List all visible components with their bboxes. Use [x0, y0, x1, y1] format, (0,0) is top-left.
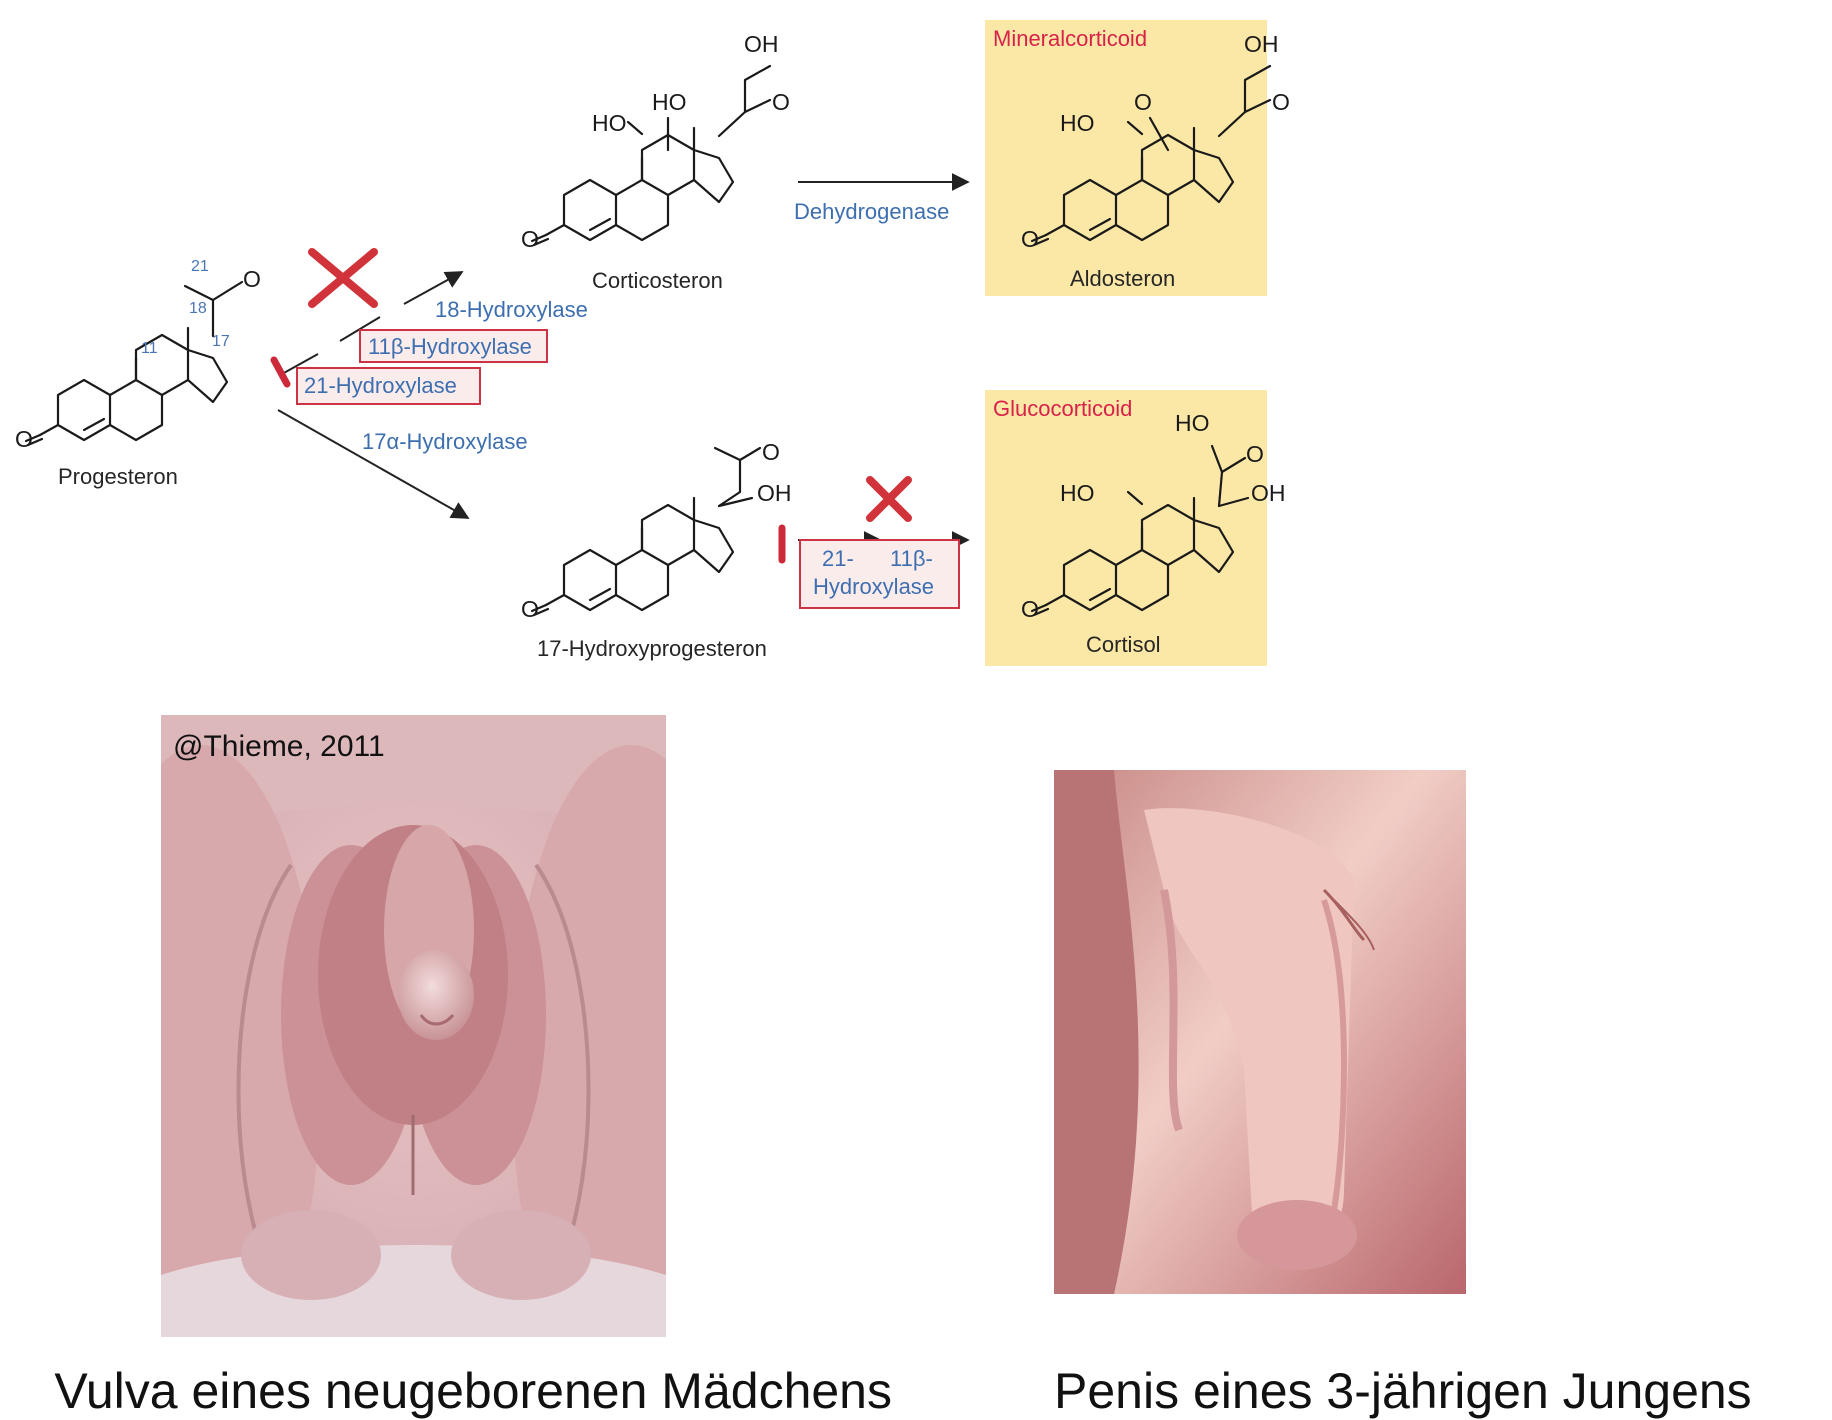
cortisol-ho-top-atom: HO [1175, 410, 1210, 436]
box-hydroxylase-label: Hydroxylase [813, 574, 934, 599]
hydroxylase-11b-box [359, 329, 548, 363]
hydroxylase-17a-label: 17α-Hydroxylase [362, 429, 528, 454]
block-cross-mineralocorticoid [308, 248, 378, 308]
steroid-pathway-diagram: O O 21 18 11 17 Progesteron HO HO OH O O… [15, 20, 1290, 666]
corticosterone-ring-o-atom: O [521, 226, 539, 252]
carbon-label-17: 17 [212, 333, 230, 350]
hydroxylase-11b-label: 11β-Hydroxylase [368, 334, 532, 359]
corticosterone-ho-18-atom: HO [652, 89, 687, 115]
glucocorticoid-box [985, 390, 1267, 666]
box-21-label: 21- [822, 546, 854, 571]
cortisol-structure: HO O HO OH O Glucocorticoid Cortisol [993, 396, 1286, 657]
aldosterone-ho-atom: HO [1060, 110, 1095, 136]
hydroxylase-18-label: 18-Hydroxylase [435, 297, 588, 322]
progesterone-structure: O O 21 18 11 17 Progesteron [15, 258, 261, 489]
corticosterone-ho-atom: HO [592, 110, 627, 136]
aldosterone-structure: HO O OH O O Mineralcorticoid Aldosteron [993, 26, 1290, 291]
cortisol-ring-o-atom: O [1021, 596, 1039, 622]
block-bar-21-hydroxylase [270, 356, 291, 388]
progesterone-ketone-o-atom: O [243, 266, 261, 292]
corticosterone-oh-atom: OH [744, 31, 779, 57]
progesterone-label: Progesteron [58, 464, 178, 489]
block-cross-glucocorticoid [866, 476, 912, 522]
left-photo-caption: Vulva eines neugeborenen Mädchens [54, 1363, 892, 1419]
corticosterone-o-atom: O [772, 89, 790, 115]
boy-penis-photo [1054, 770, 1466, 1294]
dehydrogenase-label: Dehydrogenase [794, 199, 949, 224]
box-11b-label: 11β- [890, 546, 933, 571]
carbon-label-18: 18 [189, 300, 207, 317]
mineralcorticoid-box [985, 20, 1267, 296]
hydroxyprogesterone-structure: O OH O 17-Hydroxyprogesteron [521, 439, 792, 661]
aldosterone-ring-o-atom: O [1021, 226, 1039, 252]
corticosterone-label: Corticosteron [592, 268, 723, 293]
right-photo-caption: Penis eines 3-jährigen Jungens [1054, 1363, 1752, 1419]
hydroxylase-17a-arrow [277, 409, 470, 519]
mineralcorticoid-label: Mineralcorticoid [993, 26, 1147, 51]
hydroxyprogesterone-label: 17-Hydroxyprogesteron [537, 636, 767, 661]
carbon-label-11: 11 [141, 340, 158, 357]
progesterone-o-atom: O [15, 426, 33, 452]
hydroxyprogesterone-oh-atom: OH [757, 480, 792, 506]
corticosterone-structure: HO HO OH O O Corticosteron [521, 31, 790, 293]
glucocorticoid-label: Glucocorticoid [993, 396, 1132, 421]
cortisol-ho-atom: HO [1060, 480, 1095, 506]
aldosterone-o-atom: O [1272, 89, 1290, 115]
carbon-label-21: 21 [191, 258, 209, 275]
hydroxylase-21-label: 21-Hydroxylase [304, 373, 457, 398]
hydroxyprogesterone-o-atom: O [762, 439, 780, 465]
hydroxyprogesterone-ring-o-atom: O [521, 596, 539, 622]
aldosterone-aldehyde-o-atom: O [1134, 89, 1152, 115]
copyright-label: @Thieme, 2011 [173, 730, 385, 763]
cortisol-oh-atom: OH [1251, 480, 1286, 506]
cortisol-label: Cortisol [1086, 632, 1161, 657]
newborn-vulva-photo [161, 715, 666, 1337]
hydroxylase-21-box [296, 367, 481, 405]
cortisol-o-atom: O [1246, 441, 1264, 467]
aldosterone-oh-atom: OH [1244, 31, 1279, 57]
aldosterone-label: Aldosteron [1070, 266, 1175, 291]
hydroxylase-21-11b-box [799, 539, 960, 609]
